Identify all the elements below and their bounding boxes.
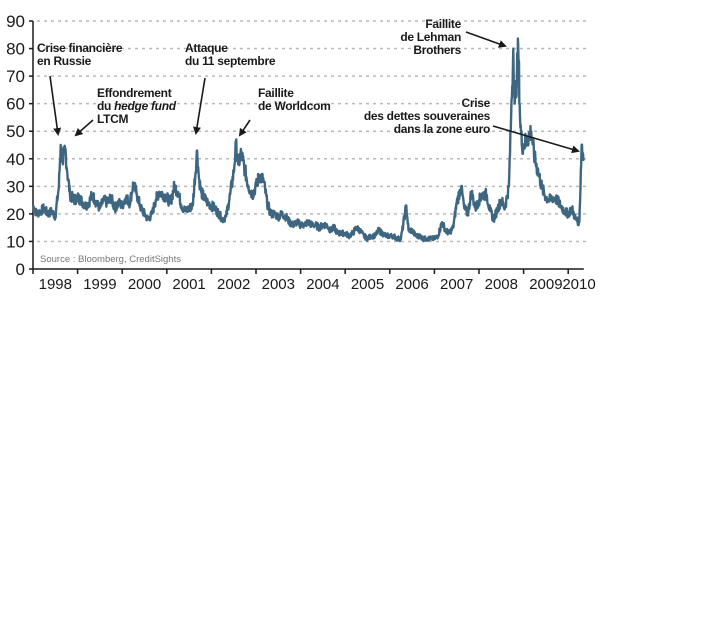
x-tick-label: 2010	[562, 276, 595, 293]
annotation-label: Faillite de Worldcom	[258, 86, 331, 113]
x-tick-label: 1999	[83, 276, 116, 293]
annotation-line: en Russie	[37, 54, 92, 68]
annotation-arrow	[465, 31, 507, 48]
annotation-label: Faillite de Lehman Brothers	[400, 17, 461, 57]
y-tick-label: 80	[6, 40, 25, 59]
y-tick-label: 40	[6, 150, 25, 169]
annotation-line: Crise financière	[37, 41, 123, 55]
annotation-line: Faillite	[258, 86, 294, 100]
y-tick-label: 10	[6, 232, 25, 251]
annotation-line: Faillite	[425, 17, 461, 31]
x-tick-label: 2003	[262, 276, 295, 293]
source-note: Source : Bloomberg, CreditSights	[40, 254, 181, 265]
annotation-line: LTCM	[97, 112, 129, 126]
annotation-line: Crise	[461, 96, 490, 110]
x-tick-label: 2002	[217, 276, 250, 293]
y-axis: 0 10 20 30 40 50 60 70 80 90	[6, 12, 34, 279]
annotation-line: du 11 septembre	[185, 54, 276, 68]
y-tick-label: 90	[6, 12, 25, 31]
annotation-label: Attaque du 11 septembre	[185, 41, 276, 68]
y-tick-label: 30	[6, 177, 25, 196]
x-tick-label: 2008	[485, 276, 518, 293]
y-tick-label: 20	[6, 205, 25, 224]
x-tick-label: 2007	[440, 276, 473, 293]
annotation-line: Attaque	[185, 41, 228, 55]
annotation-arrow	[49, 75, 62, 136]
x-tick-label: 2009	[529, 276, 562, 293]
annotation-line: de Worldcom	[258, 99, 331, 113]
grid-lines	[37, 20, 590, 243]
annotation-arrow	[492, 125, 580, 154]
annotation-arrow	[238, 119, 251, 137]
y-tick-label: 70	[6, 67, 25, 86]
annotation-label: Crise des dettes souveraines dans la zone …	[364, 96, 491, 136]
annotation-italic: hedge fund	[114, 99, 177, 113]
x-tick-label: 2004	[306, 276, 339, 293]
x-tick-label: 2000	[128, 276, 161, 293]
x-axis: 1998 1999 2000 2001 2002 2003 2004 2005 2006 2007…	[32, 268, 596, 293]
annotation-label: Crise financière en Russie	[37, 41, 123, 68]
x-tick-label: 1998	[39, 276, 72, 293]
y-tick-label: 0	[16, 260, 25, 279]
annotation-line: Effondrement	[97, 86, 172, 100]
annotation-line: du hedge fund	[97, 99, 177, 113]
series-line	[31, 37, 585, 243]
x-tick-label: 2006	[395, 276, 428, 293]
annotation-line: dans la zone euro	[394, 122, 490, 136]
annotation-line: Brothers	[413, 43, 461, 57]
annotation-label: Effondrement du hedge fund LTCM	[97, 86, 177, 126]
annotation-line: de Lehman	[400, 30, 461, 44]
annotation-arrow	[193, 77, 206, 135]
annotation-arrow	[74, 119, 94, 137]
x-tick-label: 2001	[172, 276, 205, 293]
x-tick-label: 2005	[351, 276, 384, 293]
annotation-line: des dettes souveraines	[364, 109, 491, 123]
y-tick-label: 60	[6, 95, 25, 114]
y-tick-label: 50	[6, 122, 25, 141]
